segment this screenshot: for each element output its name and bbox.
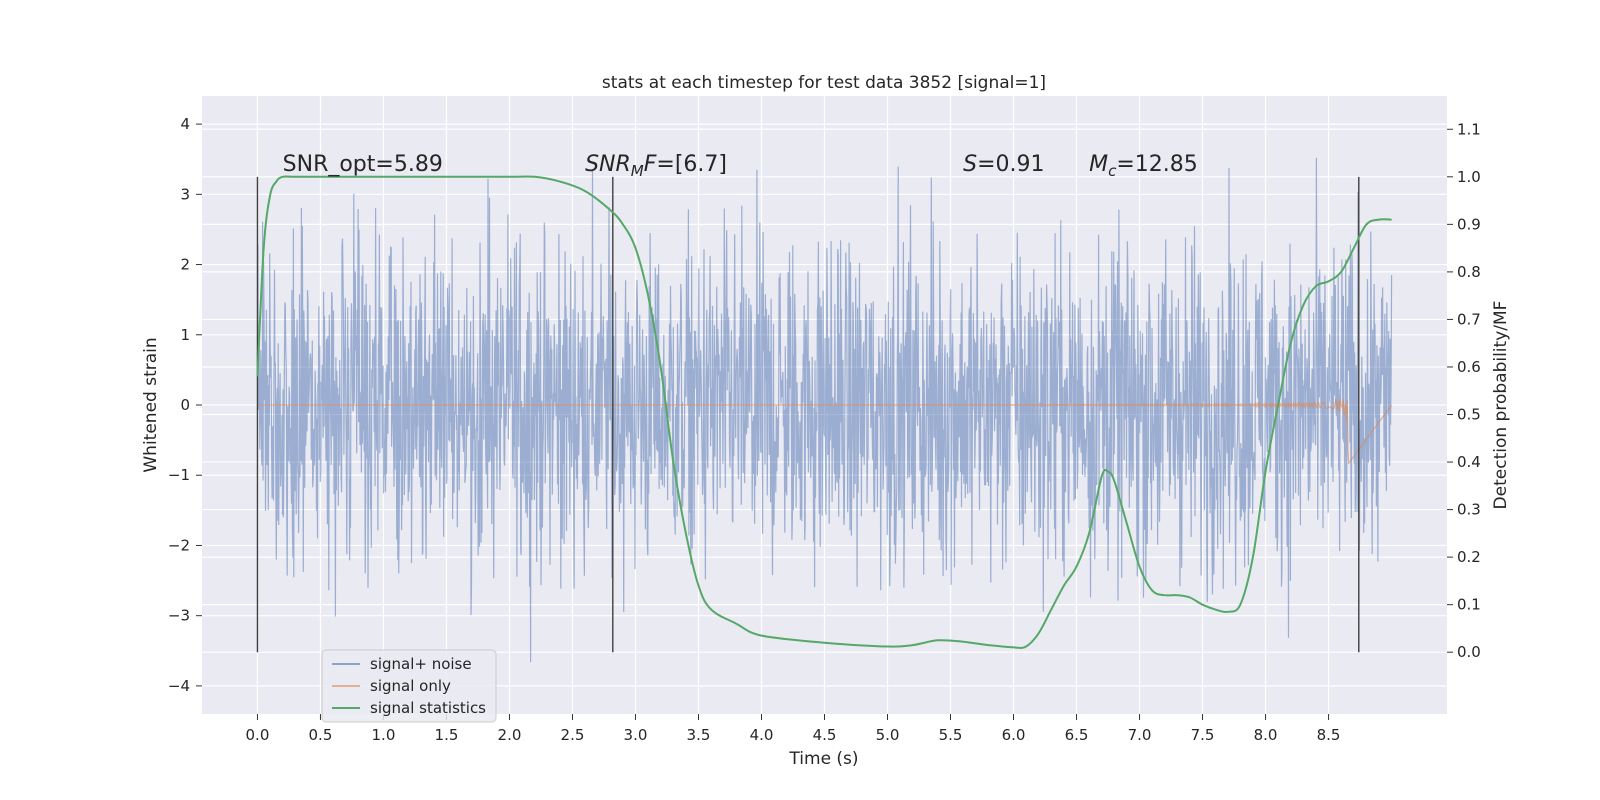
y-axis-label: Whitened strain [141, 337, 161, 472]
x-tick-label: 3.0 [624, 726, 648, 744]
x-tick-label: 6.5 [1065, 726, 1089, 744]
series-signal-only [257, 397, 1393, 465]
legend: signal+ noise signal only signal statistic… [321, 649, 497, 723]
vertical-markers [256, 176, 1360, 653]
annotation-label: SNR_opt=5.89 [283, 152, 443, 177]
x-tick-label: 0.0 [246, 726, 270, 744]
x-tick-label: 4.5 [813, 726, 837, 744]
x-tick-label: 8.5 [1317, 726, 1341, 744]
y-tick-label: −1 [168, 466, 190, 484]
y2-tick-label: 0.6 [1457, 358, 1481, 376]
y-axis-ticks: 4 3 2 1 0 −1 −2 −3 −4 [168, 115, 202, 695]
x-tick-label: 8.0 [1254, 726, 1278, 744]
y2-tick-label: 0.3 [1457, 501, 1481, 519]
y2-tick-label: 0.9 [1457, 215, 1481, 233]
y-tick-label: 2 [180, 256, 190, 274]
annotation-label: Mc=12.85 [1089, 152, 1198, 180]
x-tick-label: 3.5 [687, 726, 711, 744]
x-tick-label: 2.0 [498, 726, 522, 744]
y2-tick-label: 0.0 [1457, 643, 1481, 661]
x-tick-label: 2.5 [561, 726, 585, 744]
x-tick-label: 5.0 [876, 726, 900, 744]
y2-tick-label: 0.2 [1457, 548, 1481, 566]
series-signal-noise [256, 157, 1393, 663]
y2-tick-label: 0.5 [1457, 406, 1481, 424]
legend-box [321, 649, 497, 723]
x-tick-label: 1.0 [372, 726, 396, 744]
x-tick-label: 5.5 [939, 726, 963, 744]
y-tick-label: −3 [168, 607, 190, 625]
signal-noise-line [256, 157, 1393, 663]
x-tick-label: 0.5 [309, 726, 333, 744]
y-tick-label: 4 [180, 115, 190, 133]
x-tick-label: 7.0 [1128, 726, 1152, 744]
y2-tick-label: 0.1 [1457, 596, 1481, 614]
legend-entry: signal+ noise [370, 655, 472, 673]
legend-entry: signal only [370, 677, 451, 695]
y-tick-label: 3 [180, 185, 190, 203]
y2-axis-ticks: 1.1 1.0 0.9 0.8 0.7 0.6 0.5 0.4 0.3 0.2 0.1 0.0 [1447, 120, 1481, 661]
y-tick-label: −4 [168, 677, 190, 695]
y2-tick-label: 1.1 [1457, 120, 1481, 138]
y2-axis-label: Detection probability/MF [1491, 301, 1511, 510]
signal-only-line [257, 397, 1393, 465]
x-tick-label: 4.0 [750, 726, 774, 744]
annotation-label: SNRMF=[6.7] [585, 152, 727, 180]
x-axis-ticks: 0.0 0.5 1.0 1.5 2.0 2.5 3.0 3.5 4.0 4.5 5.0 5.5 6.0 6… [246, 714, 1341, 744]
y-tick-label: 1 [180, 326, 190, 344]
legend-entry: signal statistics [370, 699, 486, 717]
x-tick-label: 7.5 [1191, 726, 1215, 744]
annotation-label: S=0.91 [963, 152, 1044, 177]
y2-tick-label: 0.7 [1457, 310, 1481, 328]
signal-statistics-line [256, 175, 1392, 649]
y-tick-label: 0 [180, 396, 190, 414]
y2-tick-label: 0.8 [1457, 263, 1481, 281]
x-tick-label: 1.5 [435, 726, 459, 744]
x-axis-label: Time (s) [788, 749, 858, 769]
y2-tick-label: 1.0 [1457, 168, 1481, 186]
y2-tick-label: 0.4 [1457, 453, 1481, 471]
series-signal-statistics [256, 175, 1392, 649]
chart-title: stats at each timestep for test data 385… [602, 73, 1046, 93]
y-tick-label: −2 [168, 536, 190, 554]
x-tick-label: 6.0 [1002, 726, 1026, 744]
annotations: SNR_opt=5.89 SNRMF=[6.7] S=0.91 Mc=12.85 [283, 152, 1198, 180]
